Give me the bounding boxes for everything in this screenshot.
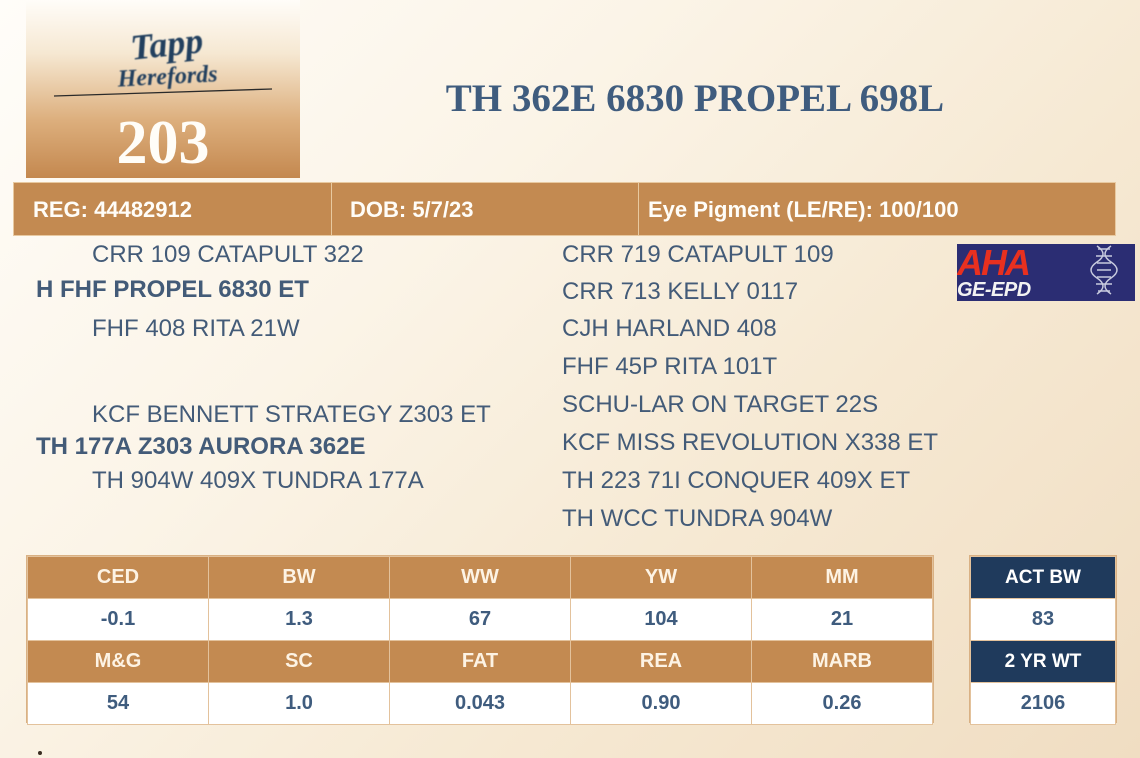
svg-text:Tapp: Tapp <box>129 20 205 67</box>
svg-text:Herefords: Herefords <box>116 61 218 92</box>
svg-text:GE-EPD: GE-EPD <box>957 279 1031 301</box>
svg-text:AHA: AHA <box>957 244 1029 283</box>
